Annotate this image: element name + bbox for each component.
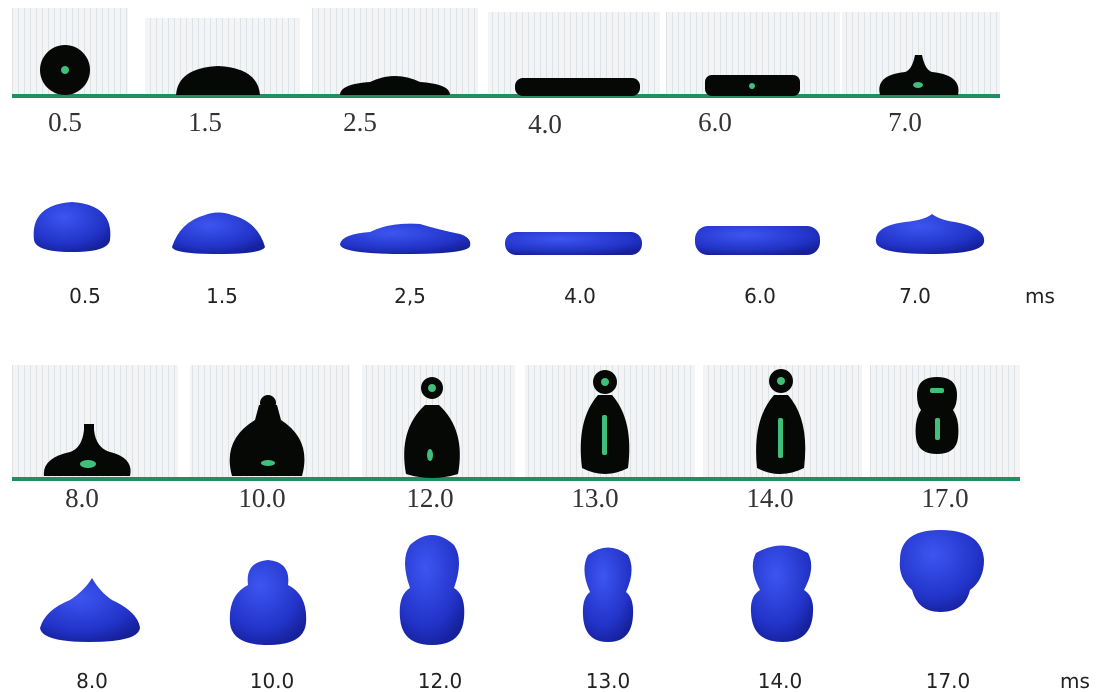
highlight (930, 388, 944, 393)
time-label: 7.0 (899, 284, 931, 308)
time-label: 6.0 (744, 284, 776, 308)
highlight (778, 418, 783, 458)
simulated-droplet (40, 578, 140, 642)
simulation-labels-top: 0.5 1.5 2,5 4.0 6.0 7.0 ms (69, 284, 1055, 308)
time-label: 0.5 (48, 107, 82, 137)
unit-label: ms (1060, 669, 1090, 692)
figure: 0.5 1.5 2.5 4.0 6.0 7.0 0.5 1.5 2,5 4.0 … (0, 0, 1110, 692)
highlight (777, 377, 785, 385)
simulated-droplet (340, 224, 470, 254)
droplet (515, 78, 640, 96)
droplet (260, 395, 276, 411)
simulated-droplet (876, 214, 984, 254)
highlight (749, 83, 755, 89)
simulated-droplet (751, 546, 813, 643)
unit-label: ms (1025, 284, 1055, 308)
page: Droplet impact sequence {"experiment_top… (0, 0, 1110, 692)
experiment-labels-top: 0.5 1.5 2.5 4.0 6.0 7.0 (48, 107, 922, 139)
highlight (935, 418, 940, 440)
time-label: 8.0 (65, 483, 99, 513)
time-label: 10.0 (238, 483, 285, 513)
simulated-droplet (505, 232, 642, 255)
time-label: 6.0 (698, 107, 732, 137)
highlight (428, 384, 436, 392)
time-label: 2.5 (343, 107, 377, 137)
time-label: 12.0 (406, 483, 453, 513)
simulation-labels-bottom: 8.0 10.0 12.0 13.0 14.0 17.0 ms (76, 669, 1090, 692)
time-label: 1.5 (188, 107, 222, 137)
time-label: 4.0 (564, 284, 596, 308)
time-label: 13.0 (571, 483, 618, 513)
time-label: 17.0 (921, 483, 968, 513)
highlight (261, 460, 275, 466)
time-label: 14.0 (758, 669, 803, 692)
simulated-droplet (695, 226, 820, 255)
experiment-row-top (12, 8, 1000, 96)
simulated-droplet (230, 560, 306, 645)
highlight (80, 460, 96, 468)
time-label: 14.0 (746, 483, 793, 513)
simulation-row-top (34, 202, 984, 255)
time-label: 8.0 (76, 669, 108, 692)
time-label: 4.0 (528, 109, 562, 139)
simulated-droplet (583, 548, 633, 643)
time-label: 12.0 (418, 669, 463, 692)
time-label: 1.5 (206, 284, 238, 308)
body: 0.5 1.5 2.5 4.0 6.0 7.0 0.5 1.5 2,5 4.0 … (0, 0, 1110, 692)
highlight (427, 449, 433, 461)
highlight (602, 415, 607, 455)
highlight (913, 82, 923, 88)
experiment-row-bottom (12, 365, 1020, 479)
time-label: 7.0 (888, 107, 922, 137)
simulated-droplet (400, 535, 465, 645)
time-label: 2,5 (394, 284, 426, 308)
highlight (61, 66, 69, 74)
time-label: 10.0 (250, 669, 295, 692)
simulated-droplet (34, 202, 111, 252)
simulated-droplet (900, 530, 984, 612)
simulation-row-bottom (40, 530, 984, 645)
time-label: 17.0 (926, 669, 971, 692)
simulated-droplet (172, 213, 265, 255)
experiment-labels-bottom: 8.0 10.0 12.0 13.0 14.0 17.0 (65, 483, 969, 513)
time-label: 0.5 (69, 284, 101, 308)
time-label: 13.0 (586, 669, 631, 692)
highlight (601, 378, 609, 386)
